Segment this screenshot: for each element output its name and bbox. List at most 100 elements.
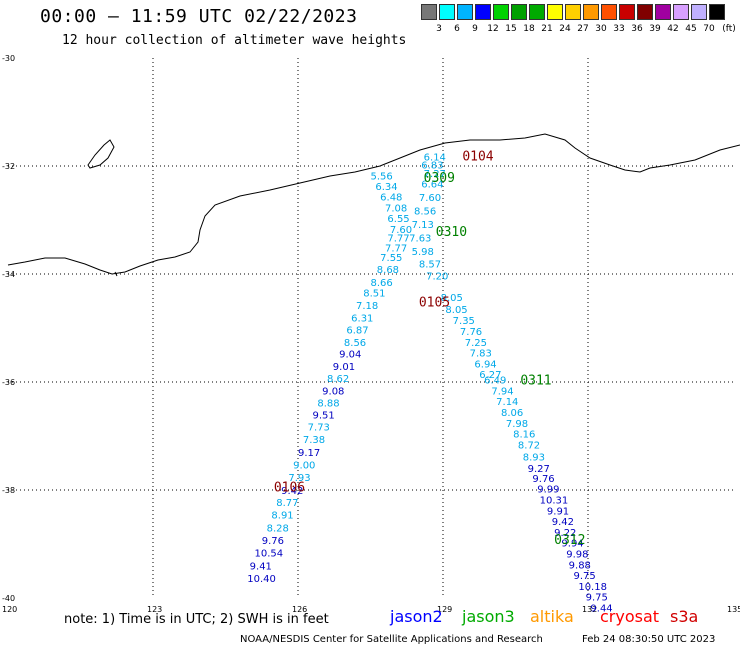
swh-value: 8.91 [271,511,293,522]
pass-labels: 0104 0309 0310 0105 0311 0106 0312 [274,150,586,548]
lat-tick-label: -34 [2,270,15,279]
scale-tick: 70 [703,24,715,34]
scale-tick: 18 [523,24,535,34]
swh-value: 8.72 [518,440,540,451]
swh-value: 9.08 [322,386,344,397]
scale-tick: 39 [649,24,661,34]
lon-tick-label: 126 [292,605,307,614]
lon-tick-label: 123 [147,605,162,614]
lon-tick-label: 129 [437,605,452,614]
scale-swatch [421,4,437,20]
scale-tick: 3 [436,24,442,34]
scale-tick: 24 [559,24,571,34]
swh-value: 7.18 [356,301,378,312]
swh-value: 8.16 [513,430,535,441]
swh-value: 6.55 [387,214,409,225]
swh-value: 9.88 [569,560,591,571]
swh-value: 6.31 [351,314,373,325]
swh-value: 7.83 [470,349,492,360]
footer-timestamp: Feb 24 08:30:50 UTC 2023 [582,634,716,645]
scale-swatch [457,4,473,20]
swh-value: 8.05 [441,293,463,304]
pass-label: 0309 [424,171,455,186]
swh-value: 5.56 [371,172,393,183]
swh-value: 7.20 [426,271,448,282]
swh-value: 9.00 [293,460,315,471]
pass-label: 0311 [520,374,551,389]
scale-tick: 15 [505,24,517,34]
swh-value: 9.99 [537,485,559,496]
swh-value: 8.56 [344,338,366,349]
swh-value: 6.94 [474,359,496,370]
swh-value: 5.98 [412,247,434,258]
swh-value: 8.06 [501,408,523,419]
swh-value: 9.42 [552,517,574,528]
swh-value: 9.01 [333,362,355,373]
swh-value: 7.98 [506,419,528,430]
lat-tick-label: -40 [2,594,15,603]
scale-tick: 21 [541,24,553,34]
scale-swatch [565,4,581,20]
swh-value: 9.98 [566,550,588,561]
legend-altika: altika [530,607,574,626]
swh-value: 7.38 [303,435,325,446]
swh-value: 10.18 [578,582,607,593]
graticule [8,58,733,598]
swh-value: 8.57 [419,260,441,271]
scale-unit: (ft) [722,24,736,34]
swh-value: 10.40 [247,574,276,585]
scale-tick: 27 [577,24,589,34]
scale-swatch [583,4,599,20]
legend-jason3: jason3 [462,607,515,626]
swh-value: 6.83 [421,161,443,172]
scale-tick: 30 [595,24,607,34]
swh-value: 9.22 [554,528,576,539]
map-subtitle: 12 hour collection of altimeter wave hei… [62,33,407,48]
lat-tick-label: -36 [2,378,15,387]
swh-value: 8.56 [414,207,436,218]
swh-value: 9.17 [298,448,320,459]
swh-value: 7.63 [409,234,431,245]
scale-tick: 42 [667,24,679,34]
swh-value: 7.76 [460,327,482,338]
footer-credit: NOAA/NESDIS Center for Satellite Applica… [240,634,543,645]
swh-value: 9.51 [313,411,335,422]
scale-tick: 36 [631,24,643,34]
swh-value: 9.04 [339,350,361,361]
scale-tick: 9 [472,24,478,34]
swh-value: 8.62 [327,374,349,385]
swh-value: 6.34 [375,182,397,193]
swh-value: 9.42 [281,486,303,497]
track-a: 5.566.346.487.086.557.607.777.777.558.68… [247,172,412,585]
scale-swatch [529,4,545,20]
legend-cryosat: cryosat [600,607,660,626]
axis-tick-labels: 120 123 126 129 132 135 -30 -32 -34 -36 -38 -40 [2,54,740,614]
swh-value: 7.27 [424,169,446,180]
scale-tick: 33 [613,24,625,34]
swh-value: 7.60 [390,225,412,236]
scale-tick: 45 [685,24,697,34]
swh-value: 7.73 [308,423,330,434]
swh-value: 7.77 [387,234,409,245]
swh-value: 7.93 [288,473,310,484]
swh-value: 6.87 [346,325,368,336]
scale-swatch [673,4,689,20]
coastline [7,133,740,277]
swh-value: 6.64 [421,180,443,191]
swh-value: 9.75 [586,593,608,604]
scale-swatch [547,4,563,20]
swh-value: 9.41 [250,561,272,572]
pass-label: 0105 [419,295,450,310]
note-text: note: 1) Time is in UTC; 2) SWH is in fe… [64,612,329,627]
swh-value: 9.91 [547,506,569,517]
legend-jason2: jason2 [390,607,443,626]
scale-tick: 6 [454,24,460,34]
scale-swatch [619,4,635,20]
map-title: 00:00 – 11:59 UTC 02/22/2023 [40,6,358,27]
swh-value: 10.54 [255,548,284,559]
swh-value: 7.60 [419,193,441,204]
swh-value: 8.66 [371,278,393,289]
swh-value: 7.13 [412,220,434,231]
pass-label: 0106 [274,481,305,496]
